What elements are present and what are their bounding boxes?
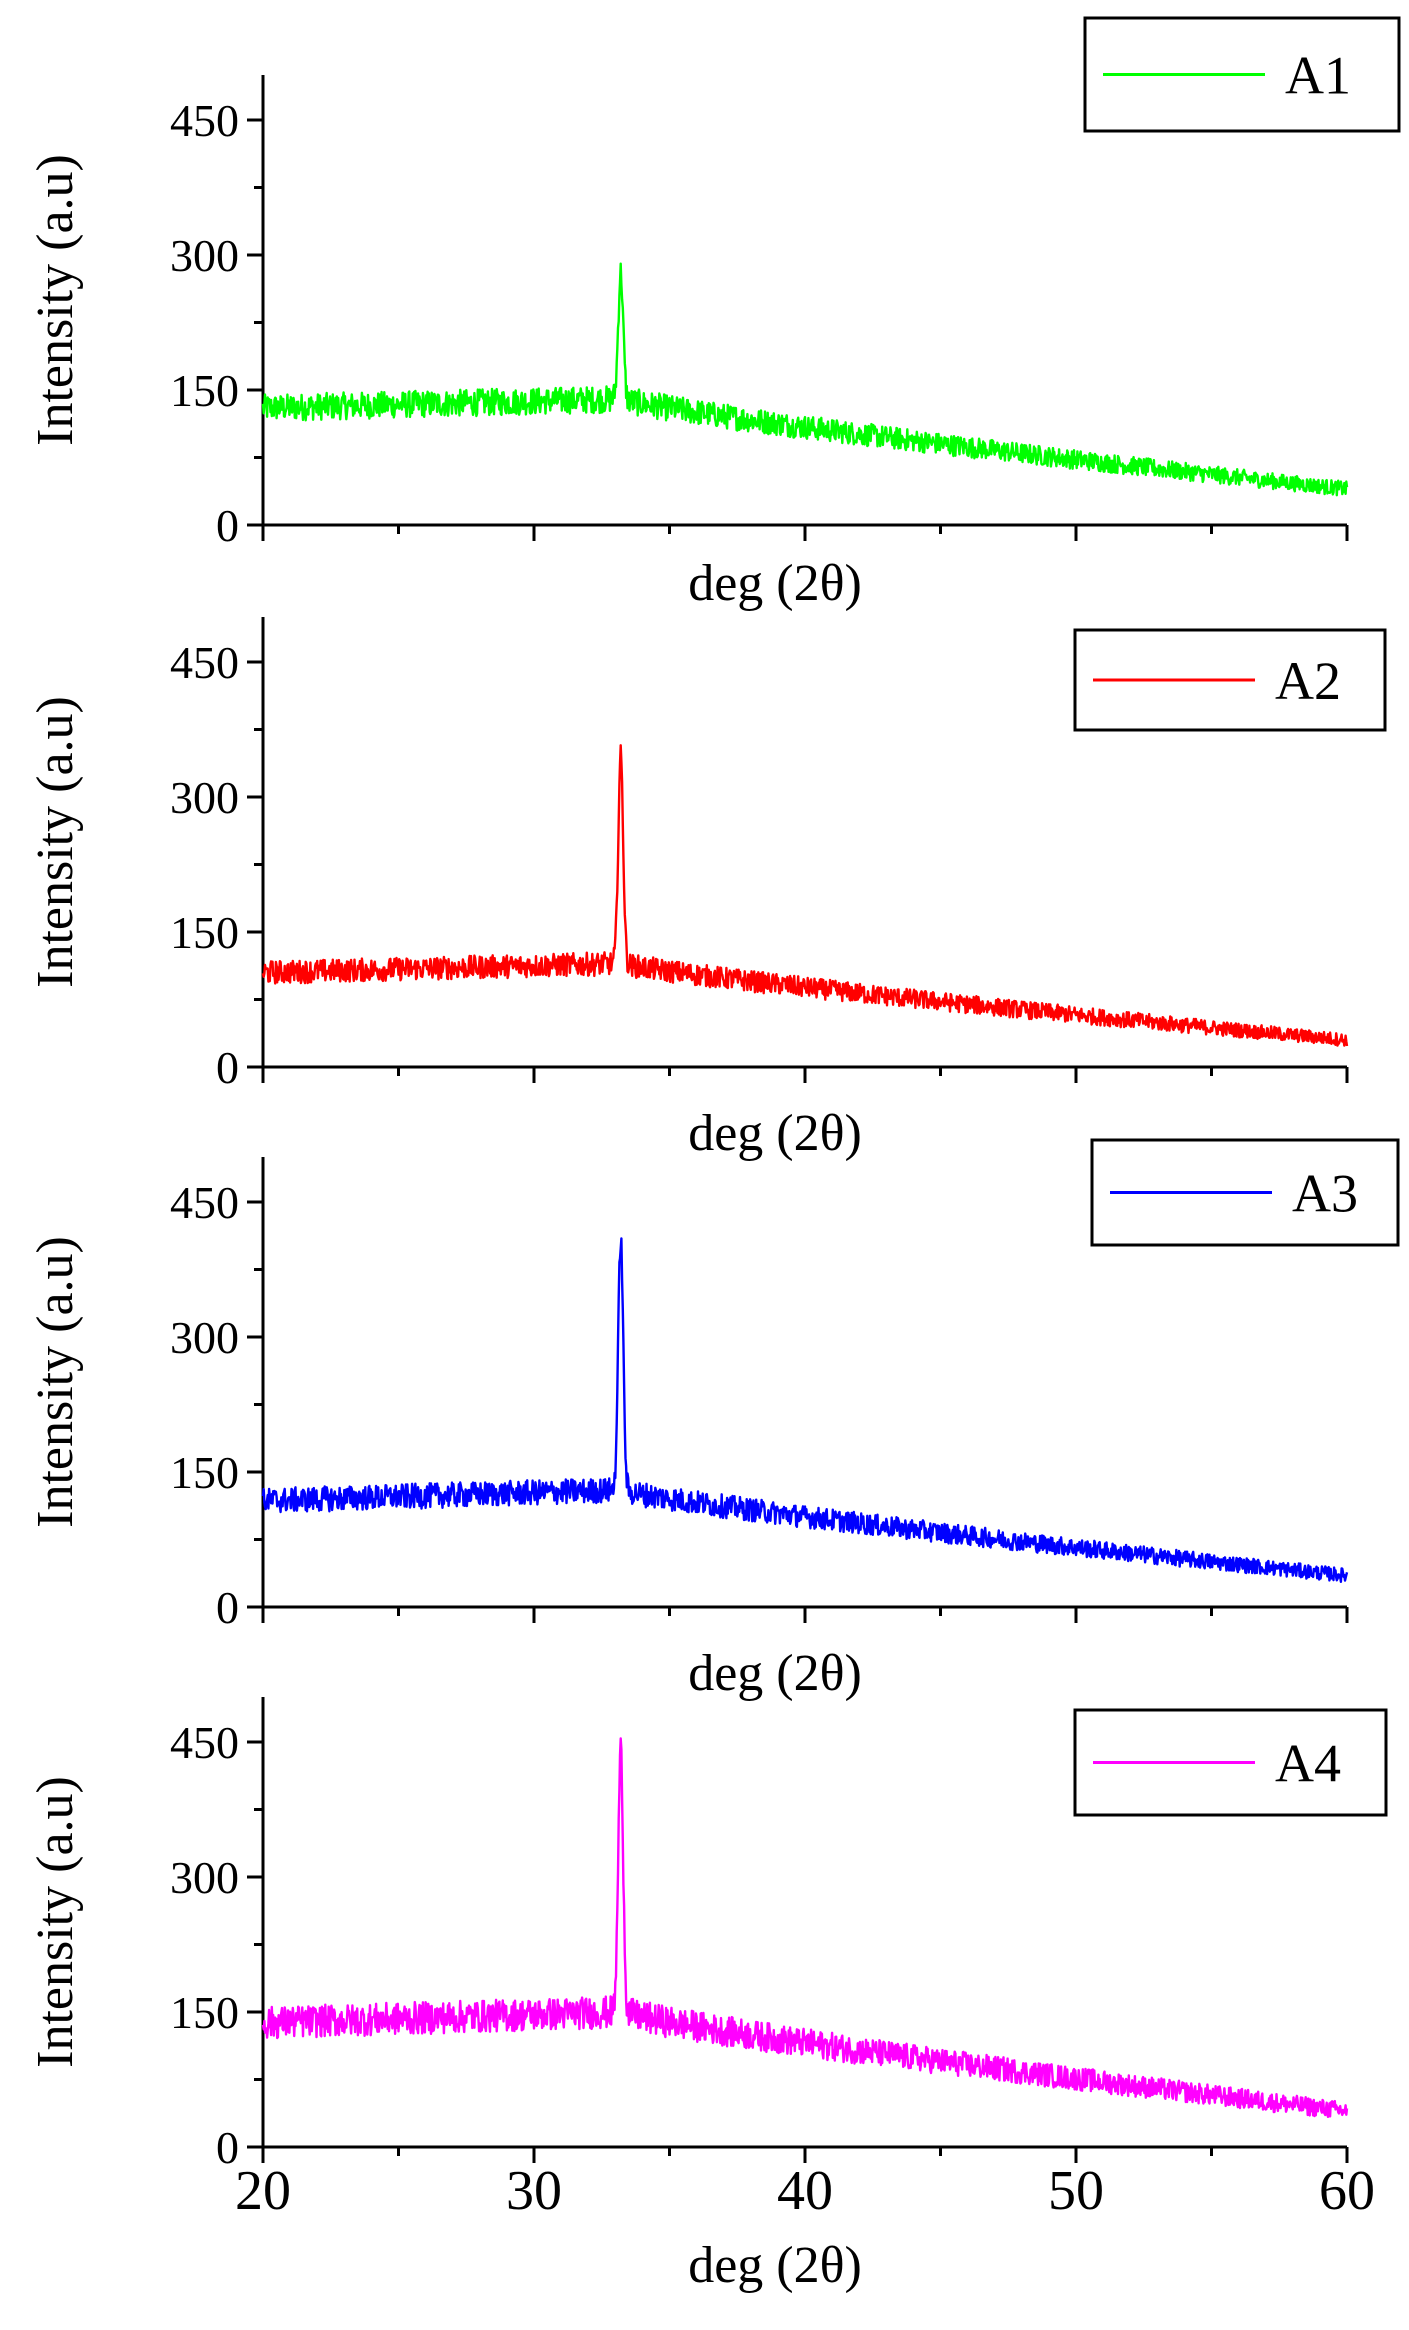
x-tick-label: 30 bbox=[506, 2160, 562, 2222]
x-tick-label: 40 bbox=[777, 2160, 833, 2222]
y-tick-label: 300 bbox=[170, 1312, 239, 1363]
y-tick-label: 150 bbox=[170, 1987, 239, 2038]
legend-label: A3 bbox=[1292, 1164, 1358, 1224]
legend: A4 bbox=[1073, 1708, 1388, 1817]
y-axis-title: Intensity (a.u) bbox=[27, 154, 84, 446]
chart-panel-1: 0 150 300 450 deg (2θ) Intensity (a.u) A1 bbox=[27, 16, 1401, 612]
series-line-a3 bbox=[261, 1237, 1349, 1584]
legend: A1 bbox=[1083, 16, 1401, 133]
y-tick-label: 150 bbox=[170, 365, 239, 416]
legend-label: A4 bbox=[1275, 1734, 1341, 1794]
series-line-a4 bbox=[261, 1737, 1349, 2119]
y-tick-label: 0 bbox=[216, 500, 239, 551]
y-tick-label: 450 bbox=[170, 95, 239, 146]
y-tick-label: 450 bbox=[170, 637, 239, 688]
x-tick-label: 50 bbox=[1048, 2160, 1104, 2222]
y-axis-title: Intensity (a.u) bbox=[27, 696, 84, 988]
legend-label: A1 bbox=[1285, 46, 1351, 106]
y-tick-label: 300 bbox=[170, 1852, 239, 1903]
x-axis-title: deg (2θ) bbox=[688, 555, 862, 612]
y-tick-label: 150 bbox=[170, 907, 239, 958]
chart-panel-3: 0 150 300 450 deg (2θ) Intensity (a.u) A3 bbox=[27, 1138, 1400, 1702]
x-tick-label: 60 bbox=[1319, 2160, 1375, 2222]
chart-panel-2: 0 150 300 450 deg (2θ) Intensity (a.u) A2 bbox=[27, 617, 1387, 1162]
legend: A3 bbox=[1090, 1138, 1400, 1247]
y-tick-label: 0 bbox=[216, 2122, 239, 2173]
y-tick-label: 450 bbox=[170, 1717, 239, 1768]
legend-label: A2 bbox=[1275, 651, 1341, 711]
y-tick-label: 0 bbox=[216, 1042, 239, 1093]
x-axis-title: deg (2θ) bbox=[688, 1105, 862, 1162]
series-line-a1 bbox=[261, 262, 1349, 497]
y-axis-title: Intensity (a.u) bbox=[27, 1776, 84, 2068]
legend: A2 bbox=[1073, 628, 1387, 732]
x-axis-title: deg (2θ) bbox=[688, 1645, 862, 1702]
y-tick-label: 300 bbox=[170, 772, 239, 823]
y-tick-label: 0 bbox=[216, 1582, 239, 1633]
x-tick-label: 20 bbox=[235, 2160, 291, 2222]
series-line-a2 bbox=[261, 744, 1349, 1047]
chart-panel-4: 0 150 300 450 20 30 40 50 60 deg (2θ) Intensity (a… bbox=[27, 1697, 1388, 2294]
y-axis-title: Intensity (a.u) bbox=[27, 1236, 84, 1528]
x-axis-title: deg (2θ) bbox=[688, 2237, 862, 2294]
y-tick-label: 300 bbox=[170, 230, 239, 281]
y-tick-label: 450 bbox=[170, 1177, 239, 1228]
y-tick-label: 150 bbox=[170, 1447, 239, 1498]
